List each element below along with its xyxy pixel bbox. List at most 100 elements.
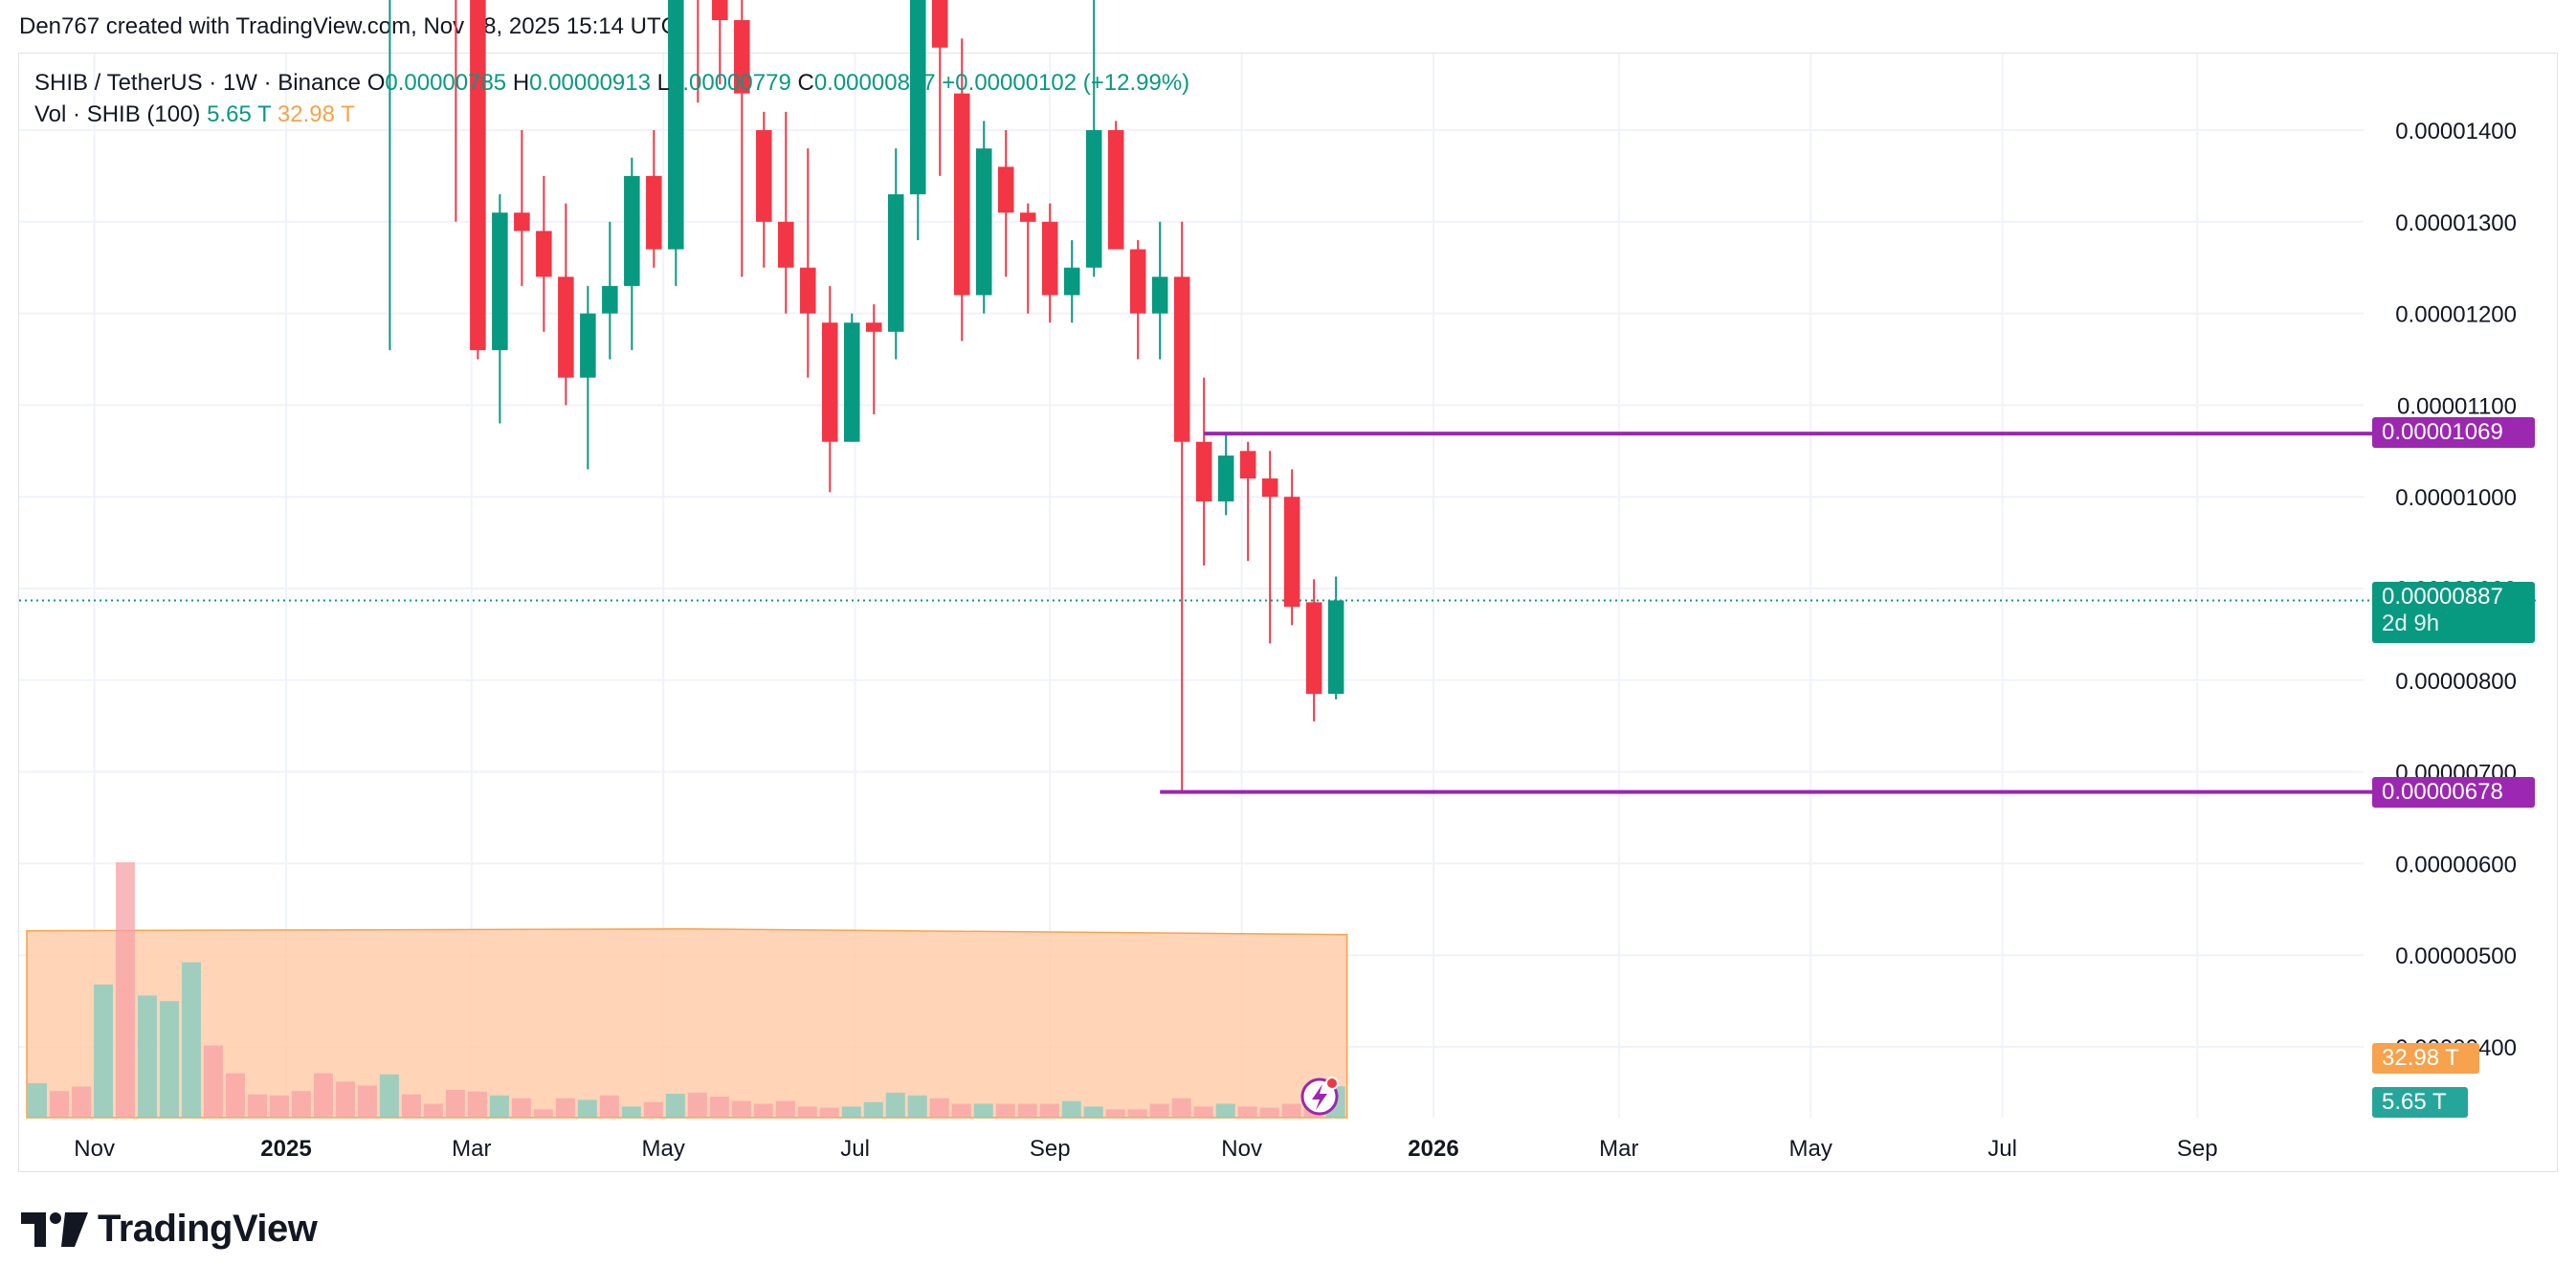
candle-body xyxy=(1173,277,1190,442)
volume-bar xyxy=(93,984,113,1118)
high-label: H xyxy=(512,70,530,96)
volume-bar xyxy=(1281,1103,1301,1118)
symbol-label[interactable]: SHIB / TetherUS · 1W · Binance xyxy=(34,70,362,96)
candle-body xyxy=(844,322,860,442)
candle-body xyxy=(580,313,596,378)
candle-body xyxy=(1151,277,1168,314)
volume-bar xyxy=(379,1074,399,1118)
candle-body xyxy=(1129,249,1146,314)
candle-body xyxy=(712,0,728,21)
volume-bar xyxy=(665,1094,685,1118)
lightning-event-icon[interactable] xyxy=(1300,1077,1339,1116)
candle-body xyxy=(558,277,574,378)
tradingview-brand[interactable]: TradingView xyxy=(21,1208,318,1251)
candle-body xyxy=(624,175,640,286)
lower-level-price: 0.00000678 xyxy=(2382,779,2503,805)
volume-tag-value: 5.65 T xyxy=(2382,1089,2447,1115)
volume-bar xyxy=(1105,1109,1125,1118)
high-value: 0.00000913 xyxy=(529,70,651,96)
volume-bar xyxy=(863,1101,883,1118)
close-label: C xyxy=(797,70,814,96)
volume-bar xyxy=(995,1103,1015,1118)
volume-bar xyxy=(929,1098,949,1118)
y-tick-label: 0.00001200 xyxy=(2395,302,2517,328)
volume-bar xyxy=(599,1095,619,1118)
volume-bar xyxy=(533,1109,553,1118)
x-tick-label: 2025 xyxy=(260,1136,311,1162)
candle-body xyxy=(1217,455,1234,501)
candle-body xyxy=(1085,130,1102,268)
volume-bar xyxy=(291,1091,311,1118)
x-tick-label: 2026 xyxy=(1408,1136,1458,1162)
candle-body xyxy=(470,0,486,350)
candles xyxy=(389,0,1344,792)
volume-bar xyxy=(49,1091,69,1118)
x-tick-label: May xyxy=(642,1136,685,1162)
volume-bar xyxy=(181,962,201,1118)
ohlc-legend-row: SHIB / TetherUS · 1W · Binance O0.000007… xyxy=(34,67,1189,99)
x-tick-label: Jul xyxy=(1988,1136,2017,1162)
volume-bar xyxy=(467,1091,487,1118)
x-tick-label: Nov xyxy=(74,1136,115,1162)
candle-body xyxy=(778,221,794,268)
candle-body xyxy=(602,285,618,314)
x-tick-label: Mar xyxy=(452,1136,491,1162)
candle-body xyxy=(1327,600,1344,695)
volume-bar xyxy=(401,1094,421,1118)
volume-bar xyxy=(621,1106,641,1118)
volume-bar xyxy=(577,1099,597,1118)
volume-pane xyxy=(26,862,1348,1119)
candle-body xyxy=(822,322,838,442)
candle-body xyxy=(734,20,750,94)
low-label: L xyxy=(656,70,670,96)
volume-bar xyxy=(357,1085,377,1118)
horizontal-levels[interactable] xyxy=(1160,432,2372,794)
y-tick-label: 0.00000600 xyxy=(2395,852,2517,877)
volume-bar xyxy=(27,1083,47,1118)
chart-frame[interactable] xyxy=(18,53,2558,1172)
volume-price-tag: 5.65 T xyxy=(2372,1087,2468,1118)
candle-body xyxy=(887,194,904,332)
volume-bar xyxy=(511,1098,531,1118)
x-tick-label: Nov xyxy=(1221,1136,1262,1162)
volume-bar xyxy=(203,1045,223,1118)
volume-bar xyxy=(687,1092,707,1118)
volume-bar xyxy=(489,1095,509,1118)
y-tick-label: 0.00001100 xyxy=(2397,393,2517,419)
open-value: 0.00000785 xyxy=(385,70,507,96)
candle-body xyxy=(492,212,508,350)
volume-bar xyxy=(1017,1103,1037,1118)
x-tick-label: Jul xyxy=(840,1136,870,1162)
volume-bar xyxy=(709,1096,729,1118)
volume-bar xyxy=(71,1086,91,1118)
candle-body xyxy=(1239,451,1256,479)
volume-bar xyxy=(1127,1109,1147,1118)
volume-bar xyxy=(269,1095,289,1118)
time-axis[interactable]: Nov 2025 Mar May Jul Sep Nov 2026 Mar May Jul Sep xyxy=(74,1136,2217,1162)
candle-body xyxy=(1019,212,1036,222)
x-tick-label: Sep xyxy=(2177,1136,2218,1162)
volume-bar xyxy=(973,1103,993,1118)
volume-bar xyxy=(423,1103,443,1118)
volume-bar xyxy=(159,1001,179,1118)
price-axis[interactable]: 0.00001400 0.00001300 0.00001200 0.00001100… xyxy=(2395,119,2517,1061)
volume-ma-value: 32.98 T xyxy=(277,101,355,127)
volume-label[interactable]: Vol · SHIB (100) xyxy=(34,101,201,127)
last-price: 0.00000887 xyxy=(2382,584,2503,610)
last-price-tag: 0.00000887 2d 9h xyxy=(2372,582,2535,643)
volume-bar xyxy=(731,1100,751,1118)
volume-bar xyxy=(1215,1103,1235,1118)
y-tick-label: 0.00001000 xyxy=(2395,485,2517,511)
candle-body xyxy=(931,0,948,48)
volume-bar xyxy=(643,1101,663,1118)
candle-body xyxy=(1261,478,1278,498)
candle-body xyxy=(1283,497,1300,608)
volume-bar xyxy=(1237,1106,1257,1118)
candle-body xyxy=(536,231,552,278)
bar-countdown: 2d 9h xyxy=(2382,611,2440,636)
y-tick-label: 0.00001400 xyxy=(2395,119,2517,144)
volume-bar xyxy=(137,995,157,1118)
volume-bar xyxy=(115,862,135,1118)
tradingview-logo-icon xyxy=(21,1211,88,1247)
